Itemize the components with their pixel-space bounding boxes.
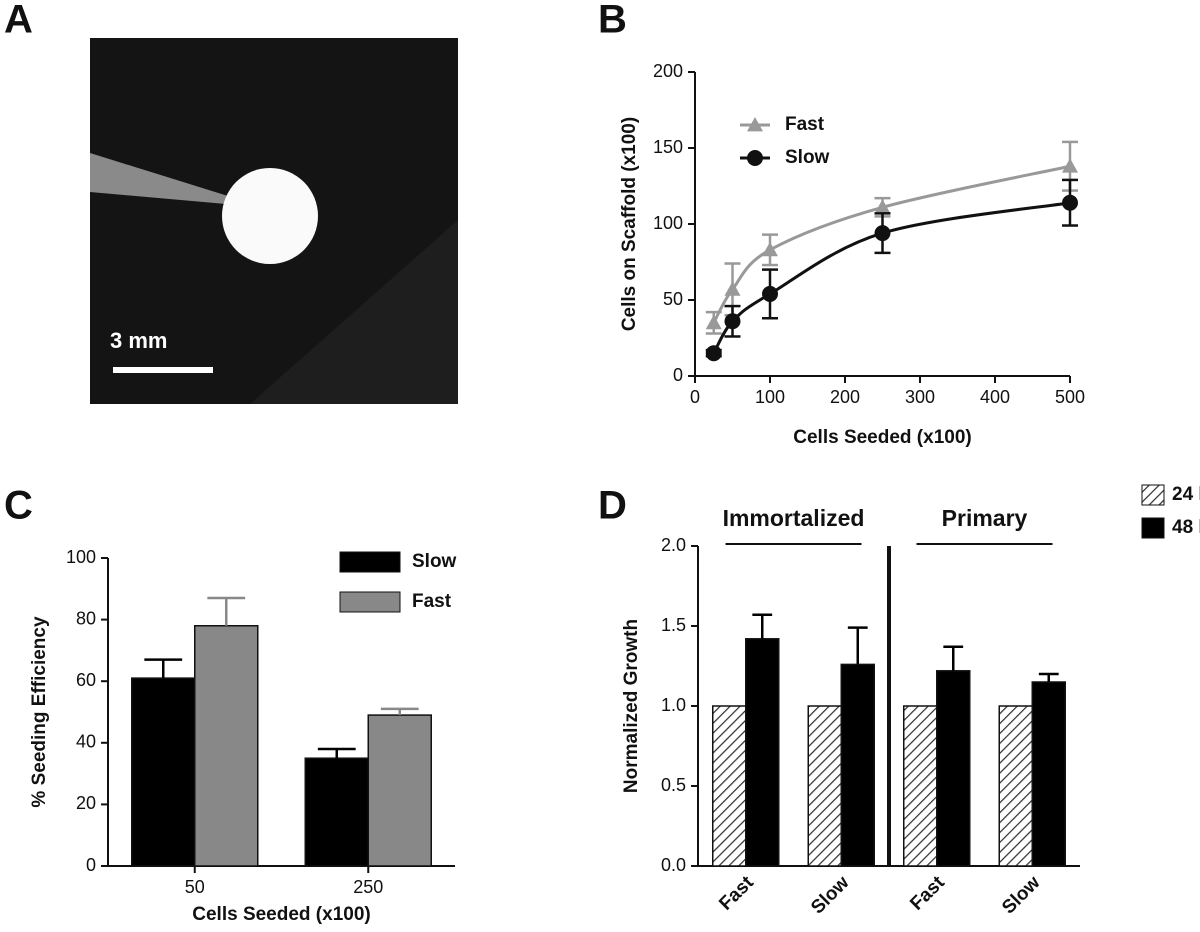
panel-letter: B: [598, 0, 627, 42]
x-axis-label: Cells Seeded (x100): [192, 904, 370, 925]
y-axis-label: % Seeding Efficiency: [29, 616, 50, 808]
x-tick-label: Slow: [998, 872, 1044, 918]
y-tick-label: 60: [76, 670, 96, 690]
point: [1062, 194, 1078, 211]
bar: [903, 705, 938, 867]
point: [705, 314, 722, 330]
panel-letter: D: [598, 484, 627, 528]
legend-label: 24 hrs: [1172, 484, 1200, 505]
bar: [304, 757, 369, 867]
group-label: Primary: [942, 505, 1028, 531]
y-tick-label: 0.5: [661, 775, 686, 795]
y-tick-label: 0: [673, 365, 683, 385]
y-tick-label: 2.0: [661, 535, 686, 555]
y-tick-label: 0: [86, 855, 96, 875]
y-tick-label: 50: [663, 289, 683, 309]
x-tick-label: 400: [980, 387, 1010, 407]
bar: [936, 670, 971, 867]
legend-swatch: [339, 551, 401, 573]
x-axis-label: Cells Seeded (x100): [793, 427, 971, 448]
point: [747, 150, 763, 166]
bar: [194, 625, 259, 867]
group-label: Immortalized: [723, 505, 865, 531]
series-line: [712, 201, 1071, 354]
point: [724, 281, 741, 296]
point: [705, 345, 722, 362]
y-tick-label: 100: [653, 213, 683, 233]
bar: [131, 677, 196, 867]
bar: [840, 663, 875, 867]
x-tick-label: 0: [690, 387, 700, 407]
legend-label: 48 hrs: [1172, 517, 1200, 538]
bar: [1031, 681, 1066, 867]
legend-label: Fast: [412, 591, 452, 612]
y-tick-label: 200: [653, 61, 683, 81]
bar: [998, 705, 1033, 867]
point: [724, 313, 741, 330]
photo: 3 mm: [90, 38, 458, 404]
y-tick-label: 80: [76, 608, 96, 628]
x-tick-label: 200: [830, 387, 860, 407]
y-tick-label: 20: [76, 793, 96, 813]
scale-bar-label: 3 mm: [110, 328, 167, 353]
legend-swatch: [1141, 517, 1165, 539]
point: [874, 199, 891, 214]
y-tick-label: 100: [66, 547, 96, 567]
x-tick-label: 100: [755, 387, 785, 407]
legend-label: Fast: [785, 114, 825, 135]
legend-label: Slow: [785, 147, 830, 168]
x-tick-label: 500: [1055, 387, 1085, 407]
point: [874, 225, 891, 242]
bar: [712, 705, 747, 867]
point: [747, 117, 763, 132]
y-tick-label: 150: [653, 137, 683, 157]
legend-label: Slow: [412, 551, 457, 572]
y-tick-label: 1.5: [661, 615, 686, 635]
legend-swatch: [1141, 484, 1165, 506]
panel-letter: C: [4, 484, 33, 528]
y-axis-label: Cells on Scaffold (x100): [619, 117, 640, 331]
bar: [745, 638, 780, 867]
point: [762, 241, 778, 257]
point: [1062, 158, 1078, 173]
bar: [807, 705, 842, 867]
legend-swatch: [339, 591, 401, 613]
bar: [367, 714, 432, 867]
panel-letter: A: [4, 0, 33, 42]
y-tick-label: 1.0: [661, 695, 686, 715]
y-tick-label: 40: [76, 732, 96, 752]
x-tick-label: 250: [353, 877, 383, 897]
x-tick-label: Fast: [715, 872, 758, 915]
x-tick-label: 50: [185, 877, 205, 897]
x-tick-label: Fast: [906, 872, 949, 915]
y-tick-label: 0.0: [661, 855, 686, 875]
x-tick-label: Slow: [807, 872, 853, 918]
y-axis-label: Normalized Growth: [621, 619, 642, 793]
x-tick-label: 300: [905, 387, 935, 407]
point: [762, 285, 778, 302]
